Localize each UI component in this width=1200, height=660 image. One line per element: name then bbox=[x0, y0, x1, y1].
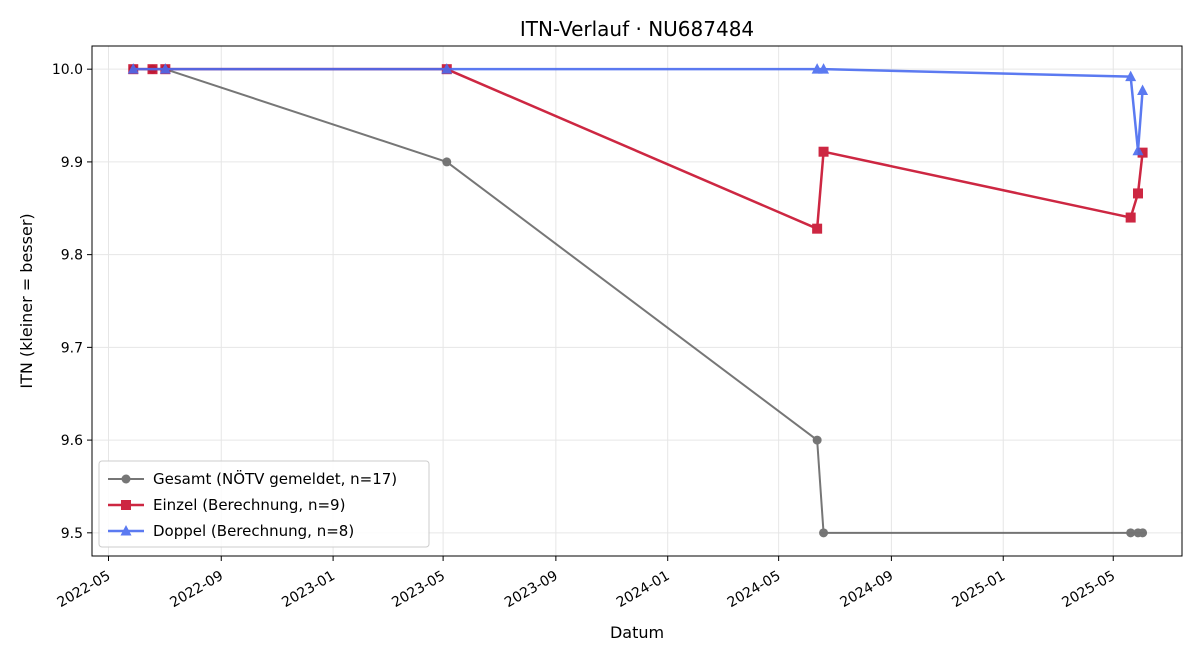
data-point bbox=[1132, 188, 1143, 199]
data-point bbox=[441, 63, 453, 74]
x-tick-label: 2024-01 bbox=[614, 568, 673, 611]
legend-entry bbox=[108, 525, 144, 536]
data-point bbox=[1125, 212, 1136, 223]
x-tick-label: 2022-05 bbox=[55, 568, 114, 611]
data-point bbox=[1125, 70, 1137, 82]
series-triangle bbox=[127, 63, 1149, 156]
legend-swatch-marker bbox=[120, 525, 132, 536]
data-point bbox=[818, 63, 830, 74]
x-tick-label: 2025-05 bbox=[1059, 568, 1118, 611]
data-point bbox=[819, 528, 829, 538]
series-line bbox=[133, 67, 1144, 230]
data-point bbox=[818, 146, 829, 157]
series-line bbox=[133, 67, 1144, 153]
data-point bbox=[127, 63, 139, 74]
data-point bbox=[812, 223, 823, 234]
data-point bbox=[1138, 528, 1148, 538]
legend-box bbox=[98, 460, 430, 548]
legend-label: Einzel (Berechnung, n=9) bbox=[153, 496, 345, 514]
data-point bbox=[812, 435, 822, 445]
x-tick-label: 2025-01 bbox=[949, 568, 1008, 611]
data-point bbox=[1132, 144, 1144, 156]
data-point bbox=[1137, 84, 1149, 96]
x-tick-label: 2024-05 bbox=[725, 568, 784, 611]
data-point bbox=[1137, 147, 1148, 158]
legend-swatch-marker bbox=[121, 500, 131, 510]
y-tick-label: 9.8 bbox=[61, 248, 83, 264]
y-tick-label: 10.0 bbox=[52, 62, 83, 78]
legend-label: Gesamt (NÖTV gemeldet, n=17) bbox=[153, 469, 397, 488]
y-axis-label: ITN (kleiner = besser) bbox=[17, 213, 36, 388]
y-tick-label: 9.6 bbox=[61, 433, 83, 449]
legend: Gesamt (NÖTV gemeldet, n=17) Einzel (Bere… bbox=[98, 460, 430, 548]
x-tick-label: 2024-09 bbox=[838, 568, 897, 611]
legend-label: Doppel (Berechnung, n=8) bbox=[153, 522, 354, 540]
series-layer bbox=[127, 63, 1149, 538]
plot-frame bbox=[91, 45, 1183, 557]
chart-title: ITN-Verlauf · NU687484 bbox=[520, 17, 754, 41]
data-point bbox=[442, 157, 452, 167]
y-tick-label: 9.7 bbox=[61, 340, 83, 356]
y-tick-label: 9.5 bbox=[61, 526, 83, 542]
x-tick-label: 2023-01 bbox=[279, 568, 338, 611]
data-point bbox=[1126, 528, 1136, 538]
x-tick-label: 2023-05 bbox=[389, 568, 448, 611]
data-point bbox=[159, 63, 171, 74]
series-square bbox=[128, 64, 1148, 234]
legend-entry bbox=[108, 500, 144, 510]
y-tick-label: 9.9 bbox=[61, 155, 83, 171]
legend-entry bbox=[108, 474, 144, 484]
x-axis-label: Datum bbox=[610, 623, 664, 642]
x-tick-label: 2022-09 bbox=[167, 568, 226, 611]
legend-swatch-marker bbox=[121, 474, 131, 484]
x-tick-label: 2023-09 bbox=[502, 568, 561, 611]
